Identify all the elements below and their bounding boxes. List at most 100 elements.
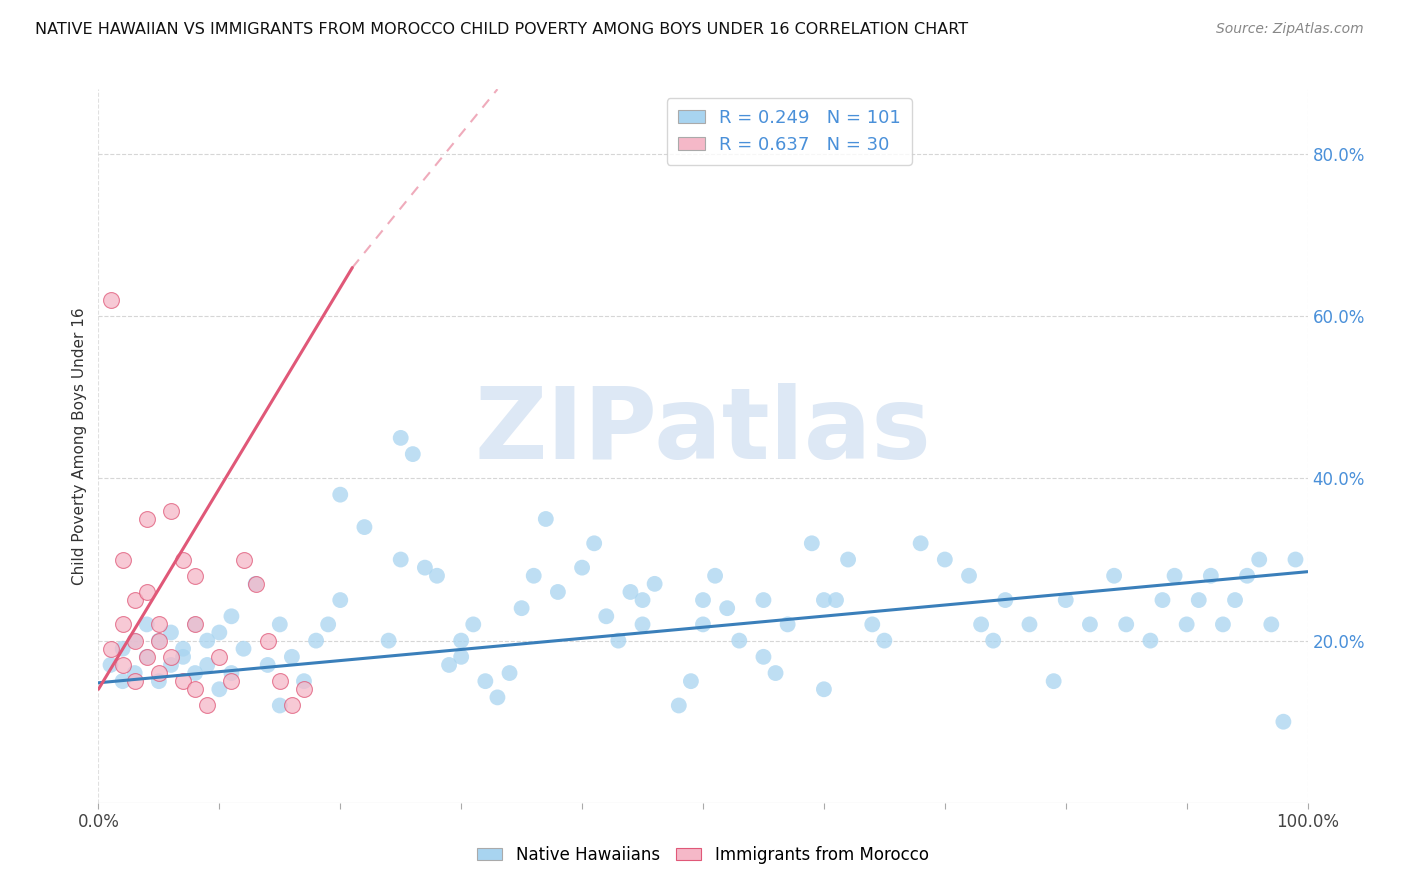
Point — [1199, 568, 1222, 582]
Point — [450, 649, 472, 664]
Point — [111, 641, 134, 656]
Point — [172, 649, 194, 664]
Point — [692, 593, 714, 607]
Point — [195, 657, 218, 672]
Point — [269, 698, 291, 713]
Point — [184, 682, 207, 697]
Point — [547, 585, 569, 599]
Point — [463, 617, 485, 632]
Point — [534, 512, 557, 526]
Point — [124, 633, 146, 648]
Point — [644, 577, 666, 591]
Point — [377, 633, 399, 648]
Point — [934, 552, 956, 566]
Point — [752, 649, 775, 664]
Point — [873, 633, 896, 648]
Point — [704, 568, 727, 582]
Point — [135, 649, 157, 664]
Legend: R = 0.249   N = 101, R = 0.637   N = 30: R = 0.249 N = 101, R = 0.637 N = 30 — [666, 98, 911, 165]
Point — [184, 568, 207, 582]
Point — [160, 649, 183, 664]
Point — [1212, 617, 1234, 632]
Point — [100, 657, 122, 672]
Point — [111, 657, 134, 672]
Point — [111, 552, 134, 566]
Point — [124, 633, 146, 648]
Point — [813, 682, 835, 697]
Point — [135, 585, 157, 599]
Point — [970, 617, 993, 632]
Point — [232, 641, 254, 656]
Point — [160, 657, 183, 672]
Point — [232, 552, 254, 566]
Point — [389, 552, 412, 566]
Point — [135, 617, 157, 632]
Point — [1223, 593, 1246, 607]
Point — [160, 504, 183, 518]
Point — [825, 593, 848, 607]
Point — [765, 666, 787, 681]
Text: Source: ZipAtlas.com: Source: ZipAtlas.com — [1216, 22, 1364, 37]
Point — [413, 560, 436, 574]
Point — [523, 568, 546, 582]
Point — [837, 552, 859, 566]
Point — [619, 585, 641, 599]
Legend: Native Hawaiians, Immigrants from Morocco: Native Hawaiians, Immigrants from Morocc… — [471, 839, 935, 871]
Point — [195, 698, 218, 713]
Point — [329, 488, 352, 502]
Point — [1260, 617, 1282, 632]
Y-axis label: Child Poverty Among Boys Under 16: Child Poverty Among Boys Under 16 — [72, 307, 87, 585]
Point — [135, 512, 157, 526]
Point — [716, 601, 738, 615]
Point — [1102, 568, 1125, 582]
Point — [245, 577, 267, 591]
Point — [245, 577, 267, 591]
Point — [1078, 617, 1101, 632]
Text: ZIPatlas: ZIPatlas — [475, 384, 931, 480]
Point — [221, 666, 243, 681]
Point — [111, 617, 134, 632]
Point — [510, 601, 533, 615]
Point — [184, 666, 207, 681]
Point — [256, 657, 278, 672]
Point — [776, 617, 799, 632]
Point — [148, 617, 170, 632]
Point — [631, 593, 654, 607]
Point — [148, 633, 170, 648]
Point — [981, 633, 1004, 648]
Point — [100, 293, 122, 307]
Point — [813, 593, 835, 607]
Point — [316, 617, 339, 632]
Point — [124, 674, 146, 689]
Point — [256, 633, 278, 648]
Point — [184, 617, 207, 632]
Point — [486, 690, 509, 705]
Point — [728, 633, 751, 648]
Point — [160, 625, 183, 640]
Point — [389, 431, 412, 445]
Point — [172, 641, 194, 656]
Point — [221, 674, 243, 689]
Point — [1042, 674, 1064, 689]
Point — [1139, 633, 1161, 648]
Point — [607, 633, 630, 648]
Point — [172, 552, 194, 566]
Point — [679, 674, 702, 689]
Point — [1236, 568, 1258, 582]
Point — [111, 674, 134, 689]
Point — [221, 609, 243, 624]
Point — [910, 536, 932, 550]
Point — [1272, 714, 1295, 729]
Point — [148, 633, 170, 648]
Point — [269, 674, 291, 689]
Point — [195, 633, 218, 648]
Point — [100, 641, 122, 656]
Point — [329, 593, 352, 607]
Point — [172, 674, 194, 689]
Point — [1175, 617, 1198, 632]
Point — [305, 633, 328, 648]
Point — [957, 568, 980, 582]
Point — [208, 625, 231, 640]
Point — [668, 698, 690, 713]
Point — [994, 593, 1017, 607]
